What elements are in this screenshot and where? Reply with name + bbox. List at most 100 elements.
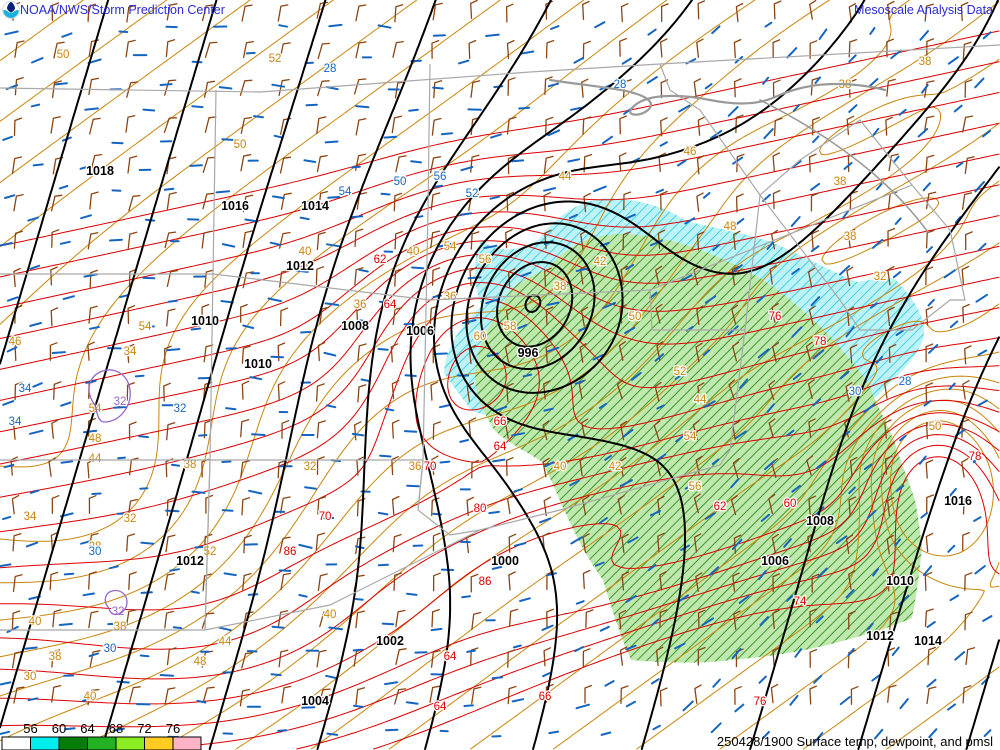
svg-text:64: 64 bbox=[494, 441, 507, 453]
svg-text:36: 36 bbox=[444, 291, 457, 303]
svg-text:1008: 1008 bbox=[806, 514, 834, 528]
svg-text:32: 32 bbox=[874, 271, 887, 283]
svg-text:1006: 1006 bbox=[761, 554, 789, 568]
svg-text:56: 56 bbox=[689, 481, 702, 493]
svg-text:30: 30 bbox=[849, 386, 862, 398]
svg-text:44: 44 bbox=[694, 394, 707, 406]
svg-text:68: 68 bbox=[109, 721, 123, 736]
svg-text:54: 54 bbox=[139, 321, 152, 333]
svg-text:34: 34 bbox=[19, 383, 32, 395]
svg-text:76: 76 bbox=[754, 696, 767, 708]
svg-text:50: 50 bbox=[234, 139, 247, 151]
svg-text:30: 30 bbox=[24, 671, 37, 683]
svg-text:44: 44 bbox=[219, 636, 232, 648]
svg-text:42: 42 bbox=[594, 256, 607, 268]
svg-text:34: 34 bbox=[9, 416, 22, 428]
svg-text:64: 64 bbox=[384, 299, 397, 311]
svg-text:70: 70 bbox=[424, 461, 437, 473]
svg-text:46: 46 bbox=[684, 146, 697, 158]
svg-text:1014: 1014 bbox=[914, 634, 942, 648]
svg-text:28: 28 bbox=[899, 376, 912, 388]
svg-text:1006: 1006 bbox=[406, 324, 434, 338]
svg-text:54: 54 bbox=[444, 241, 457, 253]
svg-text:38: 38 bbox=[919, 56, 932, 68]
svg-text:34: 34 bbox=[124, 346, 137, 358]
svg-text:66: 66 bbox=[539, 691, 552, 703]
svg-text:62: 62 bbox=[714, 501, 727, 513]
svg-text:64: 64 bbox=[444, 651, 457, 663]
svg-text:40: 40 bbox=[324, 609, 337, 621]
svg-text:76: 76 bbox=[166, 721, 180, 736]
svg-text:52: 52 bbox=[674, 366, 687, 378]
svg-text:54: 54 bbox=[684, 431, 697, 443]
svg-text:1014: 1014 bbox=[301, 199, 329, 213]
svg-text:78: 78 bbox=[969, 451, 982, 463]
svg-text:64: 64 bbox=[434, 701, 447, 713]
svg-text:40: 40 bbox=[554, 461, 567, 473]
svg-text:86: 86 bbox=[284, 546, 297, 558]
svg-text:50: 50 bbox=[394, 176, 407, 188]
svg-text:30: 30 bbox=[89, 546, 102, 558]
svg-text:1010: 1010 bbox=[244, 357, 272, 371]
svg-text:32: 32 bbox=[174, 403, 187, 415]
svg-text:48: 48 bbox=[194, 656, 207, 668]
svg-text:46: 46 bbox=[9, 336, 22, 348]
svg-text:32: 32 bbox=[114, 396, 127, 408]
svg-text:72: 72 bbox=[137, 721, 151, 736]
svg-text:50: 50 bbox=[929, 421, 942, 433]
svg-text:48: 48 bbox=[724, 221, 737, 233]
svg-text:86: 86 bbox=[479, 576, 492, 588]
svg-text:52: 52 bbox=[269, 53, 282, 65]
svg-text:76: 76 bbox=[769, 311, 782, 323]
svg-text:38: 38 bbox=[184, 459, 197, 471]
svg-text:38: 38 bbox=[844, 231, 857, 243]
svg-text:62: 62 bbox=[374, 254, 387, 266]
svg-text:40: 40 bbox=[29, 616, 42, 628]
svg-text:36: 36 bbox=[354, 299, 367, 311]
svg-text:52: 52 bbox=[466, 188, 479, 200]
svg-text:60: 60 bbox=[784, 498, 797, 510]
svg-text:48: 48 bbox=[89, 433, 102, 445]
svg-text:28: 28 bbox=[324, 63, 337, 75]
svg-text:40: 40 bbox=[299, 246, 312, 258]
svg-text:44: 44 bbox=[89, 453, 102, 465]
svg-text:74: 74 bbox=[794, 596, 807, 608]
svg-text:1016: 1016 bbox=[944, 494, 972, 508]
svg-text:1004: 1004 bbox=[301, 694, 329, 708]
svg-text:1010: 1010 bbox=[886, 574, 914, 588]
svg-text:64: 64 bbox=[80, 721, 94, 736]
svg-text:1012: 1012 bbox=[176, 554, 204, 568]
svg-text:44: 44 bbox=[559, 171, 572, 183]
svg-text:56: 56 bbox=[479, 254, 492, 266]
svg-text:60: 60 bbox=[52, 721, 66, 736]
svg-text:42: 42 bbox=[609, 461, 622, 473]
svg-text:56: 56 bbox=[23, 721, 37, 736]
svg-text:56: 56 bbox=[434, 171, 447, 183]
svg-text:80: 80 bbox=[474, 503, 487, 515]
svg-text:70: 70 bbox=[319, 511, 332, 523]
svg-text:66: 66 bbox=[494, 416, 507, 428]
svg-text:36: 36 bbox=[409, 461, 422, 473]
svg-text:50: 50 bbox=[57, 49, 70, 61]
svg-text:50: 50 bbox=[629, 311, 642, 323]
svg-text:52: 52 bbox=[204, 546, 217, 558]
svg-text:38: 38 bbox=[554, 281, 567, 293]
svg-text:78: 78 bbox=[814, 336, 827, 348]
svg-text:38: 38 bbox=[114, 621, 127, 633]
svg-text:1018: 1018 bbox=[86, 164, 114, 178]
svg-text:1016: 1016 bbox=[221, 199, 249, 213]
svg-text:38: 38 bbox=[834, 176, 847, 188]
svg-text:54: 54 bbox=[339, 186, 352, 198]
svg-text:60: 60 bbox=[474, 331, 487, 343]
svg-text:1000: 1000 bbox=[491, 554, 519, 568]
svg-text:34: 34 bbox=[24, 511, 37, 523]
svg-text:1012: 1012 bbox=[866, 629, 894, 643]
svg-text:58: 58 bbox=[504, 321, 517, 333]
svg-text:32: 32 bbox=[304, 461, 317, 473]
svg-text:1008: 1008 bbox=[341, 319, 369, 333]
svg-text:30: 30 bbox=[104, 643, 117, 655]
svg-text:1012: 1012 bbox=[286, 259, 314, 273]
svg-text:1002: 1002 bbox=[376, 634, 404, 648]
svg-text:40: 40 bbox=[84, 691, 97, 703]
svg-text:38: 38 bbox=[49, 651, 62, 663]
